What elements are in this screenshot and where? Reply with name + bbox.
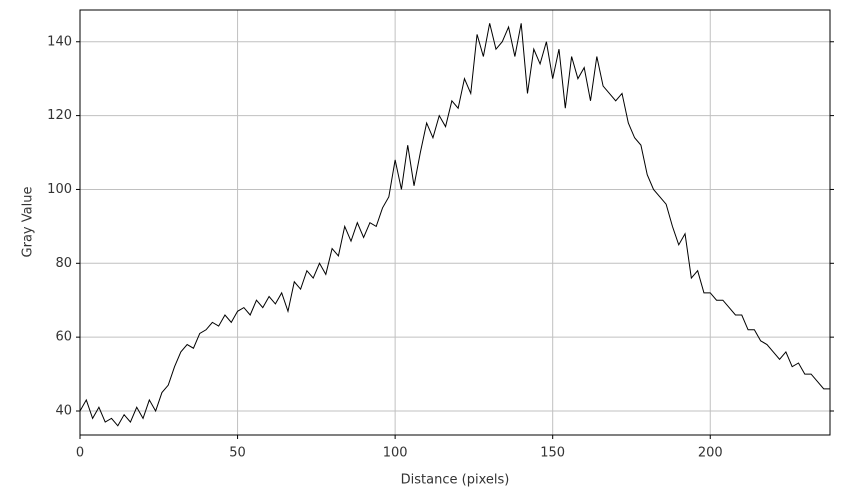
y-axis-label: Gray Value — [21, 187, 36, 258]
x-tick-label: 200 — [698, 446, 723, 461]
y-tick-label: 120 — [47, 108, 72, 123]
x-tick-label: 0 — [76, 446, 84, 461]
plot-frame — [79, 9, 831, 436]
y-tick-label: 40 — [55, 403, 72, 418]
x-tick-label: 100 — [383, 446, 408, 461]
y-tick-label: 60 — [55, 330, 72, 345]
y-tick-label: 100 — [47, 182, 72, 197]
x-tick-label: 150 — [540, 446, 565, 461]
profile-line — [79, 23, 830, 427]
y-tick-label: 140 — [47, 34, 72, 49]
y-tick-label: 80 — [55, 256, 72, 271]
x-tick-label: 50 — [229, 446, 246, 461]
x-axis-label: Distance (pixels) — [401, 473, 510, 488]
plot-area — [80, 10, 830, 435]
